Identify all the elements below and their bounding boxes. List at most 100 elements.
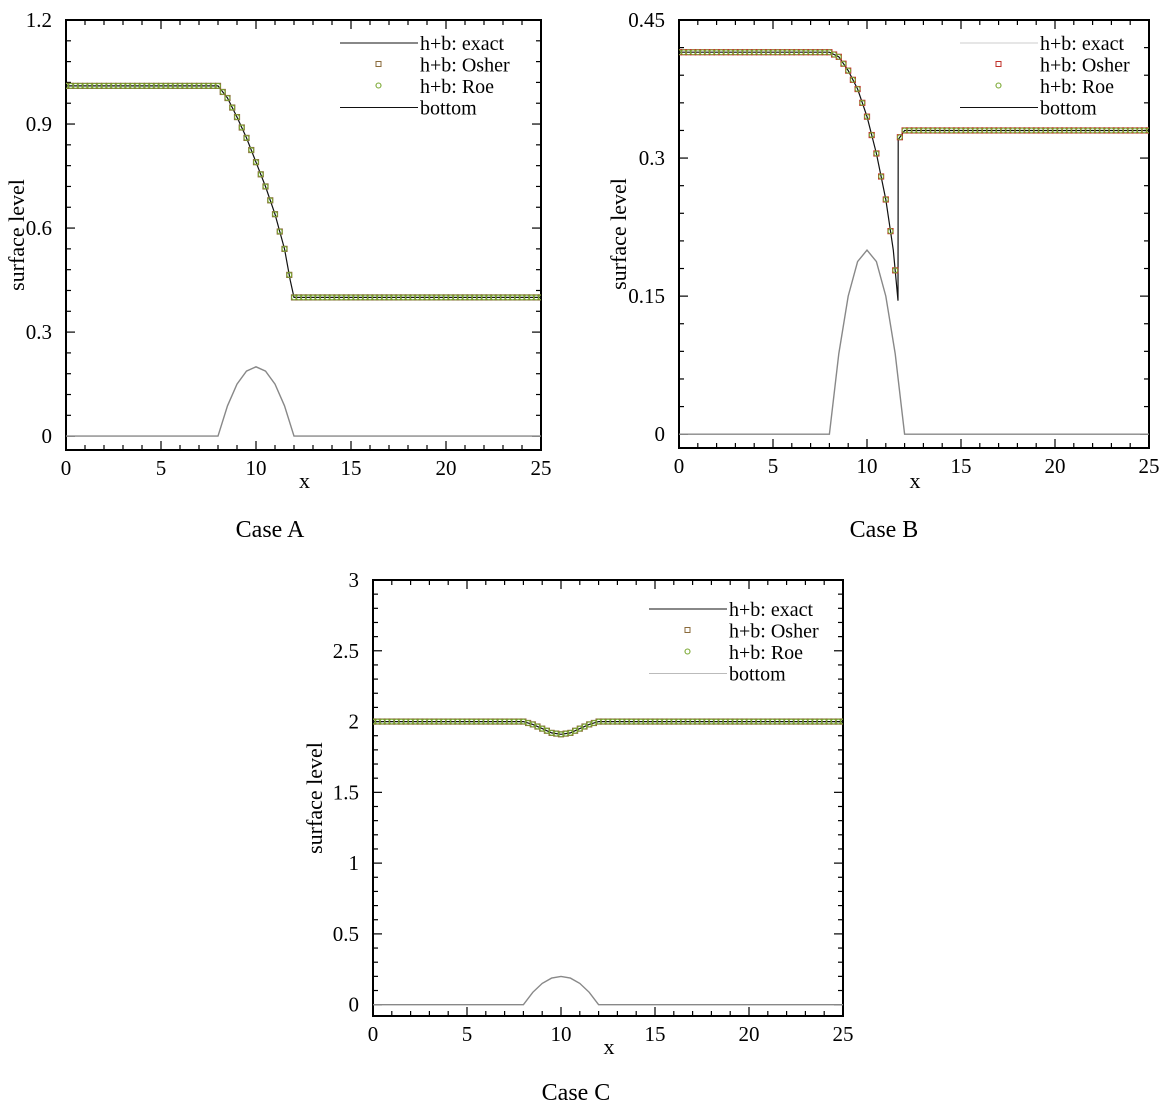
chart-panel-2: 0 5 10 15 20 25 0 0.15 0.3 0.45 x surface level Case… <box>606 8 1160 543</box>
y-tick-label: 0.45 <box>628 8 665 32</box>
roe-marker <box>262 183 269 190</box>
series-line-bottom <box>66 366 541 437</box>
x-tick-label: 0 <box>674 454 685 478</box>
legend-label: h+b: Roe <box>1040 76 1114 98</box>
roe-marker <box>892 267 899 274</box>
panels: 0 5 10 15 20 25 0 0.3 0.6 0.9 1.2 x surface level Cas… <box>4 8 1160 1106</box>
roe-marker <box>243 134 250 141</box>
roe-marker <box>219 89 226 95</box>
legend-label: bottom <box>1040 98 1097 120</box>
y-tick-label: 0.3 <box>26 320 52 344</box>
x-tick-label: 15 <box>951 454 972 478</box>
y-tick-label: 0 <box>655 422 666 446</box>
roe-marker <box>567 729 574 736</box>
legend-label: bottom <box>420 98 477 120</box>
plot-frame <box>372 579 844 1017</box>
x-tick-label: 10 <box>551 1022 572 1046</box>
legend-label: h+b: exact <box>729 599 813 621</box>
y-axis-label: surface level <box>606 178 631 290</box>
y-tick-label: 0.15 <box>628 284 665 308</box>
chart-caption: Case B <box>850 517 919 543</box>
series-line-exact <box>373 721 843 735</box>
y-tick-label: 1.2 <box>26 8 52 32</box>
roe-marker <box>831 51 838 58</box>
roe-marker <box>224 95 231 101</box>
chart-panel-1: 0 5 10 15 20 25 0 0.3 0.6 0.9 1.2 x surface level Cas… <box>4 8 552 543</box>
roe-marker <box>581 723 588 730</box>
x-axis-label: x <box>299 468 310 493</box>
roe-marker <box>576 725 583 732</box>
y-tick-label: 3 <box>349 568 360 592</box>
x-tick-label: 0 <box>368 1022 379 1046</box>
roe-marker <box>868 132 875 139</box>
roe-marker <box>840 718 843 725</box>
roe-marker <box>859 99 866 106</box>
x-tick-label: 10 <box>857 454 878 478</box>
series-line-bottom <box>679 248 1149 435</box>
y-tick-label: 1.5 <box>333 780 359 804</box>
legend-label: h+b: Osher <box>420 55 510 77</box>
roe-marker <box>882 196 889 203</box>
plot-area <box>373 718 843 1006</box>
legend-label: h+b: Roe <box>729 642 803 664</box>
roe-marker <box>845 67 852 74</box>
roe-marker <box>864 113 870 120</box>
roe-marker <box>286 271 293 278</box>
x-tick-label: 10 <box>246 456 267 480</box>
plot-area <box>679 49 1149 435</box>
roe-marker <box>281 245 288 252</box>
x-axis-label: x <box>604 1034 615 1059</box>
roe-marker <box>215 82 221 89</box>
roe-marker <box>229 104 236 111</box>
roe-marker <box>849 76 856 83</box>
x-tick-label: 20 <box>436 456 457 480</box>
y-tick-label: 0.9 <box>26 112 52 136</box>
roe-marker <box>835 53 842 60</box>
series-line-bottom <box>373 975 843 1006</box>
roe-marker <box>257 171 264 178</box>
x-tick-label: 20 <box>739 1022 760 1046</box>
legend-label: h+b: Roe <box>420 76 494 98</box>
legend-label: h+b: exact <box>420 33 504 55</box>
roe-marker <box>238 124 245 131</box>
plot-frame <box>678 19 1150 449</box>
roe-marker <box>896 134 903 141</box>
x-tick-label: 15 <box>645 1022 666 1046</box>
y-axis-label: surface level <box>302 742 327 854</box>
y-tick-label: 0.5 <box>333 922 359 946</box>
legend-label: h+b: Osher <box>729 621 819 643</box>
roe-marker <box>534 723 541 730</box>
legend-osher-marker <box>375 61 382 67</box>
y-tick-label: 0.6 <box>26 216 52 240</box>
legend-osher-marker <box>995 61 1002 67</box>
x-tick-label: 25 <box>1139 454 1160 478</box>
plot-area <box>66 82 541 437</box>
y-tick-label: 0.3 <box>639 146 665 170</box>
roe-marker <box>234 114 240 121</box>
x-tick-label: 25 <box>833 1022 854 1046</box>
roe-marker <box>253 159 259 166</box>
chart-caption: Case C <box>542 1080 611 1106</box>
y-tick-label: 2.5 <box>333 639 359 663</box>
chart-caption: Case A <box>236 517 305 543</box>
roe-marker <box>878 173 885 180</box>
x-axis-label: x <box>910 468 921 493</box>
x-tick-label: 0 <box>61 456 72 480</box>
x-tick-label: 15 <box>341 456 362 480</box>
legend-osher-marker <box>684 627 691 633</box>
roe-marker <box>887 228 894 235</box>
x-tick-label: 5 <box>768 454 779 478</box>
roe-marker <box>272 211 278 218</box>
x-tick-label: 20 <box>1045 454 1066 478</box>
legend-label: bottom <box>729 664 786 686</box>
roe-marker <box>854 86 861 92</box>
roe-marker <box>826 49 833 56</box>
x-tick-label: 25 <box>531 456 552 480</box>
roe-marker <box>572 727 579 734</box>
x-tick-label: 5 <box>156 456 167 480</box>
roe-marker <box>840 60 847 67</box>
